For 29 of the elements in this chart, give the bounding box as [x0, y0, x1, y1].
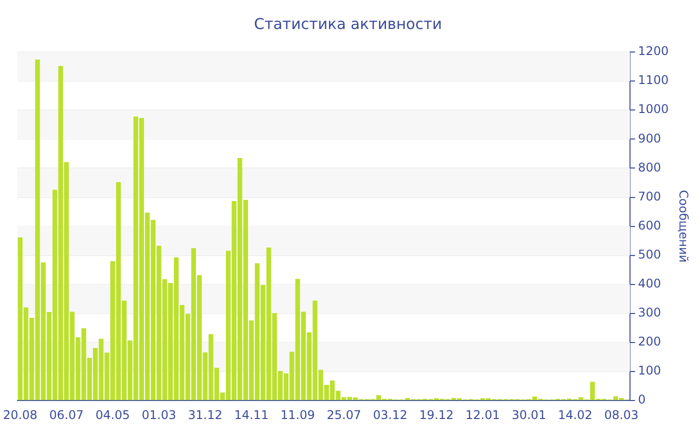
y-tick-label: 300: [638, 306, 661, 320]
y-tick-label: 800: [638, 160, 661, 174]
x-tick-label: 01.03: [142, 408, 176, 422]
y-tick-label: 100: [638, 364, 661, 378]
y-axis-title: Сообщений: [676, 190, 691, 263]
x-tick-label: 12.01: [465, 408, 500, 422]
y-tick-label: 600: [638, 218, 661, 232]
x-tick-label: 14.11: [234, 408, 269, 422]
x-tick-label: 06.07: [49, 408, 84, 422]
y-tick-label: 700: [638, 189, 661, 204]
x-tick-label: 08.03: [604, 408, 639, 422]
x-tick-label: 19.12: [419, 408, 454, 422]
y-tick-label: 1000: [638, 102, 669, 116]
y-tick-label: 500: [638, 247, 661, 262]
x-tick-label: 25.07: [326, 408, 362, 422]
y-tick-label: 200: [638, 334, 661, 349]
y-tick-label: 400: [638, 276, 661, 291]
x-tick-label: 20.08: [3, 408, 38, 422]
y-tick-label: 900: [638, 131, 661, 146]
x-tick-label: 30.01: [512, 408, 546, 422]
x-tick-label: 11.09: [280, 408, 315, 422]
y-tick-label: 1200: [638, 44, 669, 58]
x-tick-label: 04.05: [96, 408, 130, 422]
x-tick-label: 14.02: [558, 408, 592, 422]
x-tick-label: 03.12: [372, 408, 408, 422]
x-tick-label: 31.12: [188, 408, 222, 422]
chart-title: Статистика активности: [254, 14, 442, 33]
y-tick-label: 1100: [638, 73, 669, 88]
y-tick-label: 0: [638, 392, 646, 407]
